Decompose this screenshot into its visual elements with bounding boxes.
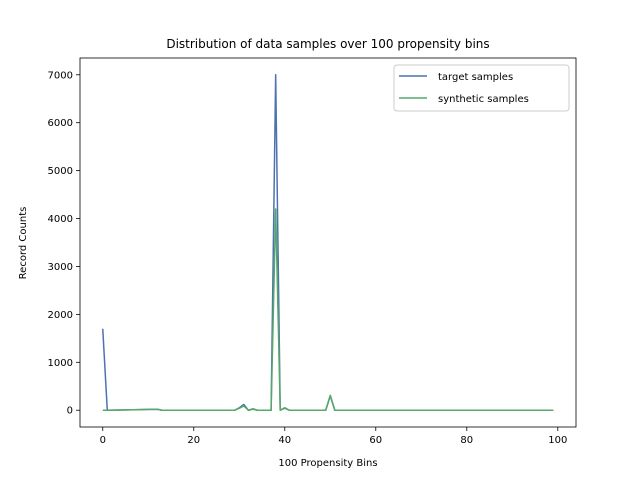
y-tick-label: 2000	[48, 310, 73, 321]
y-axis-label: Record Counts	[18, 207, 29, 280]
y-tick-label: 7000	[48, 70, 73, 81]
legend-box	[393, 64, 570, 112]
axes-frame	[79, 57, 577, 428]
x-axis-label: 100 Propensity Bins	[278, 458, 377, 469]
x-axis: 0 20 40 60 80 100	[100, 427, 567, 446]
y-axis: 0 1000 2000 3000 4000 5000 6000 7000	[48, 70, 80, 417]
x-tick-label: 0	[100, 435, 106, 446]
y-tick-label: 1000	[48, 358, 73, 369]
x-tick-label: 40	[278, 435, 291, 446]
y-tick-label: 0	[67, 406, 73, 417]
series-line-synthetic	[102, 208, 554, 411]
plot-area	[79, 57, 577, 428]
y-tick-label: 5000	[48, 166, 73, 177]
legend-entry: target samples	[438, 72, 513, 83]
x-tick-label: 80	[460, 435, 473, 446]
x-tick-label: 20	[187, 435, 200, 446]
x-tick-label: 60	[369, 435, 382, 446]
legend: target samples synthetic samples	[393, 64, 570, 112]
legend-entry: synthetic samples	[438, 94, 529, 105]
x-tick-label: 100	[548, 435, 567, 446]
chart-title: Distribution of data samples over 100 pr…	[166, 37, 489, 51]
y-tick-label: 3000	[48, 262, 73, 273]
y-tick-label: 6000	[48, 118, 73, 129]
y-tick-label: 4000	[48, 214, 73, 225]
